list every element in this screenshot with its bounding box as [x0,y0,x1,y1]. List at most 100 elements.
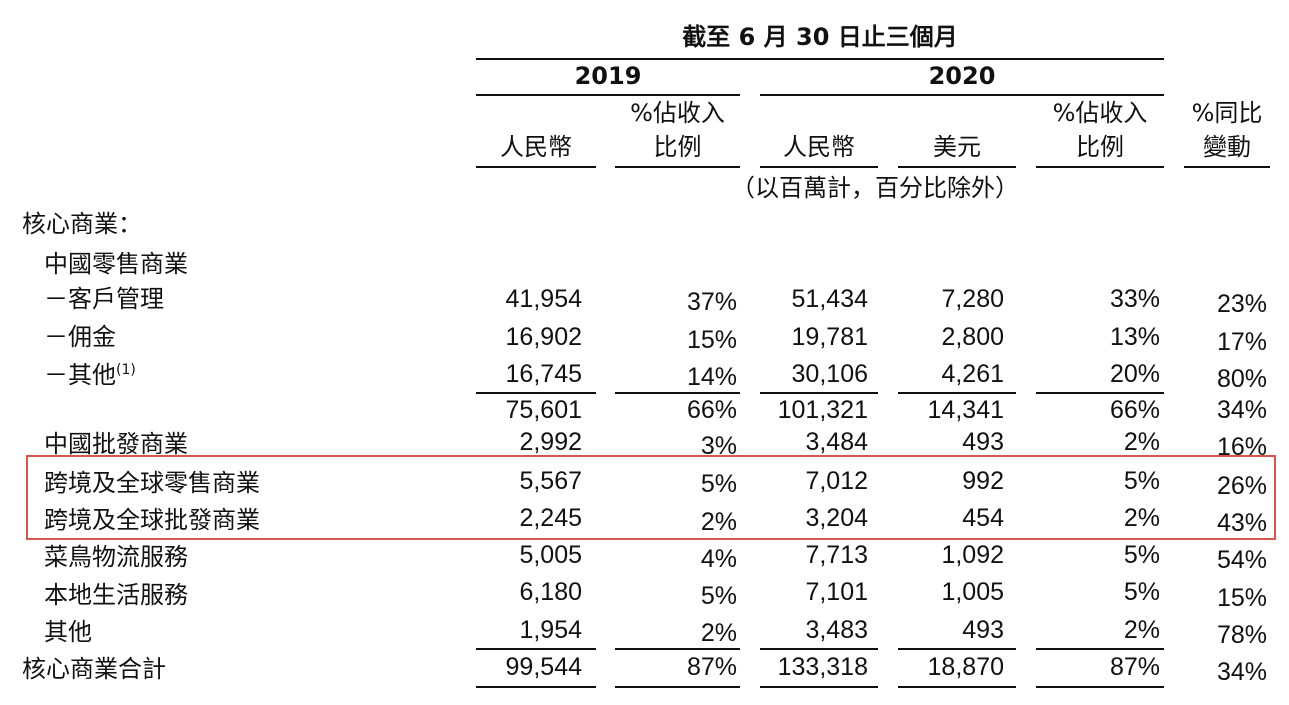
cell-pct-2020: 20% [1109,360,1160,388]
cell-yoy: 15% [1216,584,1267,612]
cell-pct-2019: 2% [700,508,737,536]
cell-pct-2020: 2% [1123,616,1160,644]
cell-usd-2020: 7,280 [941,285,1004,313]
subtotal-rule [1036,392,1164,394]
cell-rmb-2019: 16,745 [505,360,582,388]
cell-pct-2020: 2% [1123,504,1160,532]
subtotal-rule [476,392,596,394]
year-2020-underline [760,94,1164,96]
col-header-rmb-2019: 人民幣 [500,133,572,161]
cell-pct-2019: 4% [700,545,737,573]
cell-rmb-2020: 3,204 [805,504,868,532]
cell-yoy: 80% [1216,365,1267,393]
total-rule-top [615,648,740,650]
subtotal-rule [615,392,740,394]
cell-rmb-2019: 99,544 [505,653,582,681]
cell-rmb-2019: 5,005 [519,541,582,569]
total-rule-bottom [898,686,1016,688]
cell-rmb-2020: 7,101 [805,578,868,606]
total-rule-bottom [615,686,740,688]
footnote-marker: (1) [116,362,136,378]
section-title: 核心商業： [22,210,142,238]
row-label-total: 核心商業合計 [22,655,166,683]
row-label: －其他(1) [44,361,136,389]
cell-rmb-2019: 1,954 [519,616,582,644]
highlight-box [26,455,1276,540]
col-underline-usd-2020 [898,166,1016,168]
cell-rmb-2019: 6,180 [519,578,582,606]
col-header-yoy-line1: %同比 [1191,99,1263,127]
cell-usd-2020: 4,261 [941,360,1004,388]
cell-rmb-2019: 5,567 [519,467,582,495]
col-header-pct-rev-2020-line2: 比例 [1076,133,1124,161]
col-header-rmb-2020: 人民幣 [783,133,855,161]
cell-pct-2019: 3% [700,432,737,460]
row-label: 菜鳥物流服務 [44,543,188,571]
cell-yoy: 26% [1216,472,1267,500]
cell-rmb-2020: 101,321 [777,396,868,424]
period-underline [476,58,1164,60]
total-rule-bottom [476,686,596,688]
cell-rmb-2020: 19,781 [791,323,868,351]
cell-pct-2020: 5% [1123,541,1160,569]
cell-usd-2020: 454 [962,504,1004,532]
cell-rmb-2020: 30,106 [791,360,868,388]
col-underline-rmb-2019 [476,166,596,168]
cell-rmb-2020: 3,483 [805,616,868,644]
cell-rmb-2019: 16,902 [505,323,582,351]
cell-pct-2019: 2% [700,619,737,647]
cell-pct-2020: 87% [1109,653,1160,681]
cell-pct-2019: 5% [700,582,737,610]
total-rule-top [898,648,1016,650]
year-2019-heading: 2019 [574,62,642,90]
cell-yoy: 78% [1216,621,1267,649]
cell-yoy: 43% [1216,509,1267,537]
cell-usd-2020: 2,800 [941,323,1004,351]
cell-usd-2020: 992 [962,467,1004,495]
subsection-title: 中國零售商業 [44,250,188,278]
cell-pct-2019: 5% [700,470,737,498]
row-label: －客戶管理 [44,285,164,313]
row-label: 跨境及全球批發商業 [44,506,260,534]
cell-usd-2020: 1,092 [941,541,1004,569]
cell-pct-2019: 15% [686,326,737,354]
cell-pct-2019: 87% [686,653,737,681]
cell-rmb-2019: 2,992 [519,428,582,456]
cell-pct-2020: 66% [1109,396,1160,424]
cell-yoy: 54% [1216,546,1267,574]
cell-rmb-2020: 7,713 [805,541,868,569]
col-underline-pct-2019 [615,166,740,168]
cell-pct-2020: 5% [1123,578,1160,606]
cell-rmb-2020: 133,318 [777,653,868,681]
cell-rmb-2020: 51,434 [791,285,868,313]
row-label: 其他 [44,618,92,646]
cell-pct-2019: 37% [686,288,737,316]
subtotal-rule [898,392,1016,394]
cell-usd-2020: 14,341 [927,396,1004,424]
period-heading: 截至 6 月 30 日止三個月 [682,23,958,51]
col-header-pct-rev-2019-line2: 比例 [653,133,702,161]
row-label: －佣金 [44,323,116,351]
col-header-pct-rev-2019-line1: %佔收入 [630,99,725,127]
cell-rmb-2020: 7,012 [805,467,868,495]
total-rule-top [476,648,596,650]
cell-usd-2020: 1,005 [941,578,1004,606]
year-2020-heading: 2020 [928,62,996,90]
cell-rmb-2019: 75,601 [505,396,582,424]
cell-pct-2019: 14% [686,363,737,391]
col-underline-yoy [1184,166,1270,168]
cell-pct-2020: 2% [1123,428,1160,456]
row-label: 跨境及全球零售商業 [44,469,260,497]
year-2019-underline [476,94,740,96]
cell-pct-2020: 33% [1109,285,1160,313]
total-rule-bottom [1036,686,1164,688]
cell-rmb-2020: 3,484 [805,428,868,456]
cell-rmb-2019: 2,245 [519,504,582,532]
cell-usd-2020: 493 [962,428,1004,456]
col-header-yoy-line2: 變動 [1203,133,1251,161]
cell-pct-2020: 5% [1123,467,1160,495]
cell-yoy: 34% [1216,658,1267,686]
total-rule-bottom [760,686,878,688]
cell-yoy: 23% [1216,290,1267,318]
row-label: 本地生活服務 [44,581,188,609]
